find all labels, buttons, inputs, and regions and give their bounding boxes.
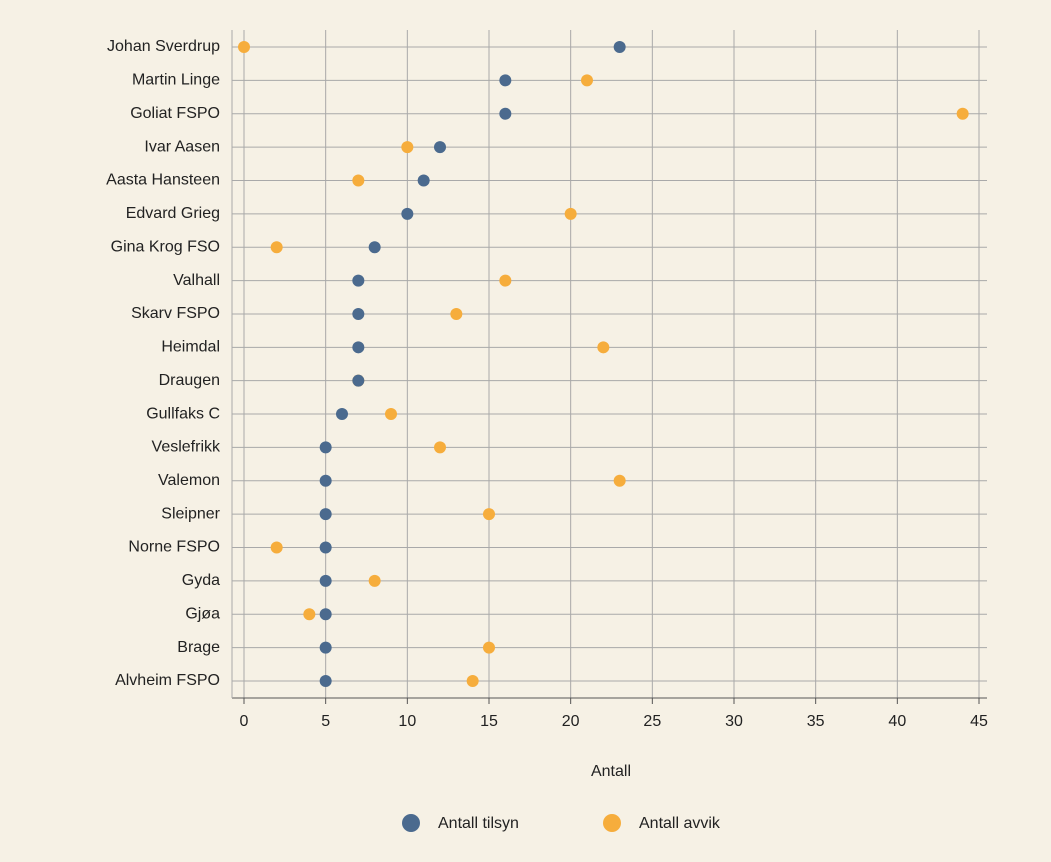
dot (401, 207, 414, 220)
dot (319, 508, 332, 521)
dot (270, 241, 283, 254)
x-tick-label: 20 (562, 713, 580, 730)
y-tick-label: Martin Linge (132, 72, 220, 89)
dot (352, 374, 365, 387)
dot (466, 675, 479, 687)
legend-label: Antall avvik (639, 815, 721, 832)
dot (483, 508, 495, 521)
dot (483, 641, 495, 654)
y-tick-label: Gjøa (185, 605, 220, 622)
y-tick-label: Valemon (158, 472, 220, 489)
dot (499, 74, 512, 87)
dot (434, 441, 446, 454)
x-tick-label: 5 (321, 713, 330, 730)
dot (319, 441, 332, 454)
x-tick-label: 10 (398, 713, 416, 730)
x-tick-label: 40 (888, 713, 906, 730)
dot (319, 608, 332, 621)
dot (417, 174, 430, 187)
y-tick-label: Aasta Hansteen (106, 172, 220, 189)
y-tick-label: Sleipner (161, 505, 220, 522)
y-tick-label: Gullfaks C (146, 405, 220, 422)
legend-marker (603, 814, 621, 832)
y-tick-label: Brage (177, 639, 220, 656)
dot (613, 41, 626, 53)
dot (368, 574, 381, 587)
x-tick-label: 30 (725, 713, 743, 730)
dot (368, 241, 381, 254)
x-tick-label: 45 (970, 713, 988, 730)
y-tick-label: Alvheim FSPO (115, 672, 220, 689)
legend-label: Antall tilsyn (438, 815, 519, 832)
x-tick-label: 35 (807, 713, 825, 730)
y-tick-label: Gina Krog FSO (111, 238, 220, 255)
dot (401, 141, 414, 154)
y-tick-label: Valhall (173, 272, 220, 289)
dot (385, 408, 397, 421)
dot (319, 574, 332, 587)
dot (238, 41, 250, 53)
dot (564, 207, 577, 220)
dot (336, 408, 348, 421)
dot (319, 541, 332, 554)
y-tick-label: Skarv FSPO (131, 305, 220, 322)
dot (581, 74, 593, 87)
y-tick-label: Johan Sverdrup (107, 38, 220, 55)
dot (303, 608, 316, 621)
x-tick-label: 25 (643, 713, 661, 730)
y-tick-label: Gyda (182, 572, 220, 589)
dot (499, 274, 512, 287)
y-tick-label: Veslefrikk (152, 439, 221, 456)
x-tick-label: 15 (480, 713, 498, 730)
y-tick-label: Heimdal (161, 339, 220, 356)
x-axis-label: Antall (591, 763, 631, 780)
dot (613, 474, 626, 487)
dot (270, 541, 283, 554)
x-tick-label: 0 (240, 713, 249, 730)
legend-marker (402, 814, 420, 832)
dot (352, 274, 365, 287)
y-tick-label: Ivar Aasen (144, 138, 220, 155)
dot (352, 307, 365, 320)
dot (499, 107, 512, 120)
dot (352, 174, 365, 187)
y-tick-label: Edvard Grieg (126, 205, 220, 222)
dot (597, 341, 610, 354)
dot (319, 641, 332, 654)
dot (319, 474, 332, 487)
y-tick-label: Norne FSPO (128, 539, 220, 556)
dot (319, 675, 332, 687)
y-tick-label: Goliat FSPO (130, 105, 220, 122)
y-tick-label: Draugen (159, 372, 220, 389)
dot (956, 107, 969, 120)
dot (450, 307, 463, 320)
dot (434, 141, 446, 154)
dot (352, 341, 365, 354)
